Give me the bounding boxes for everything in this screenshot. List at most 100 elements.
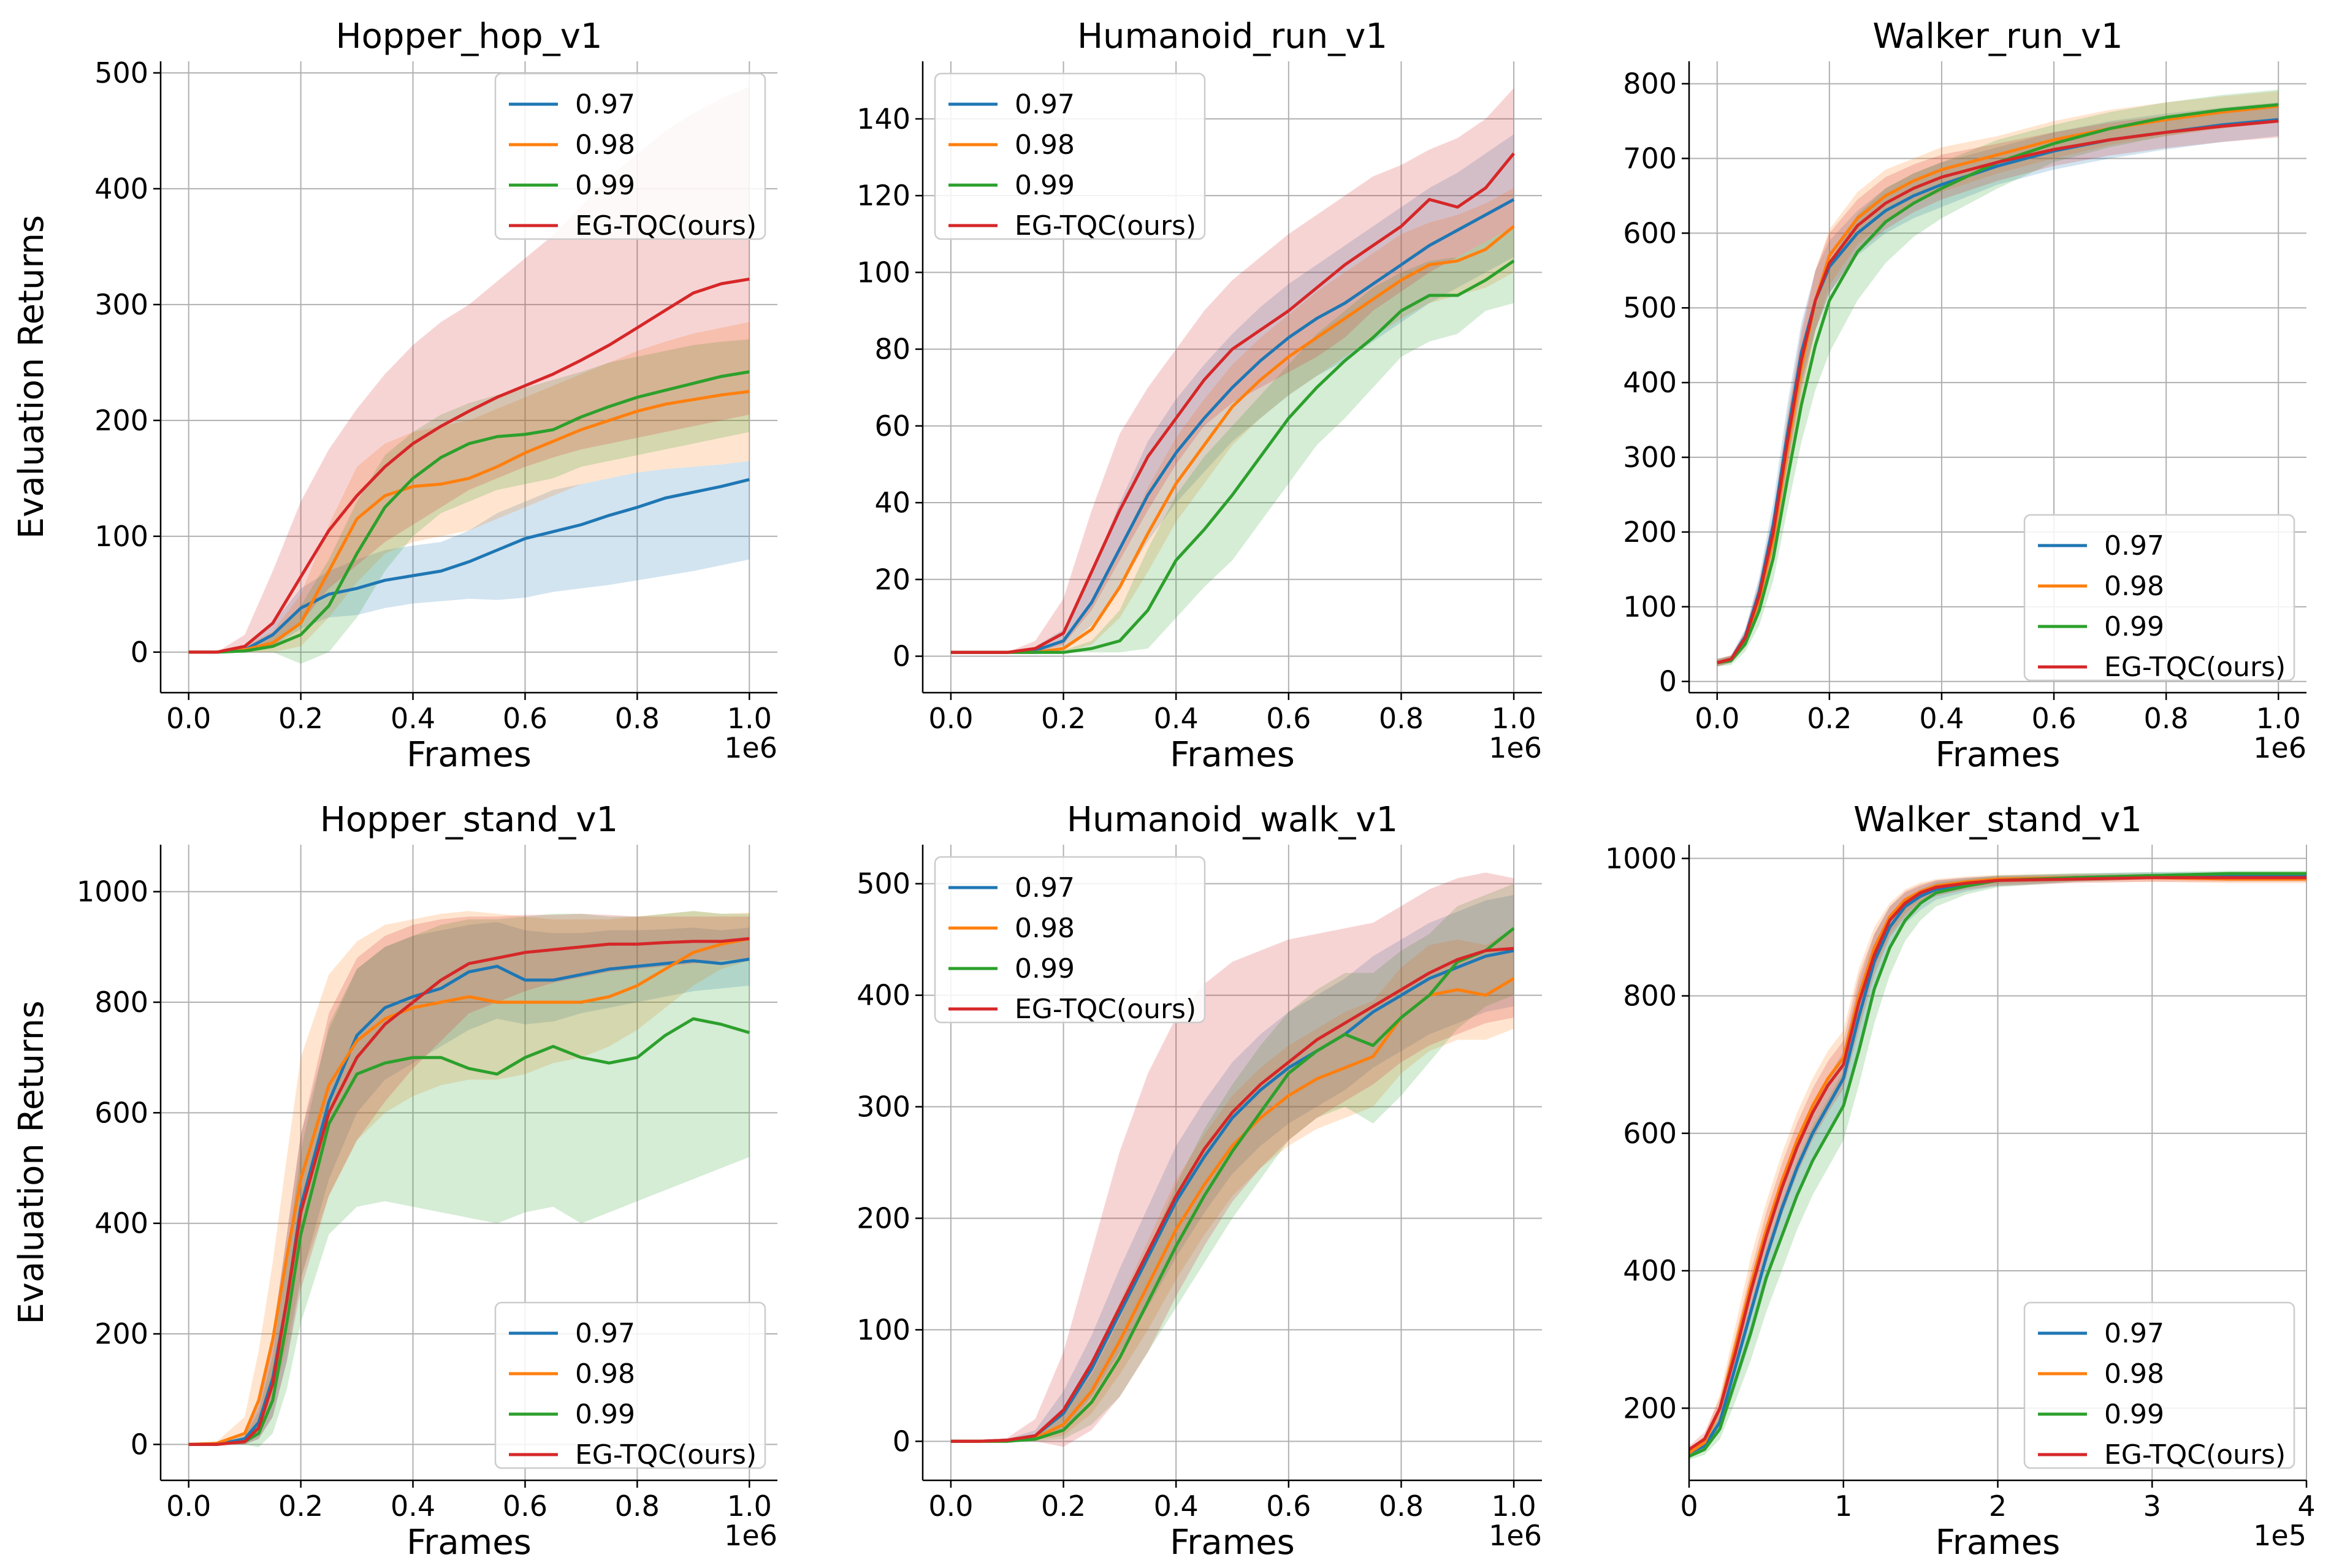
legend-box: [934, 72, 1206, 240]
plot-area: [950, 872, 1515, 1447]
y-tick-label: 60: [874, 409, 910, 443]
chart-title: Walker_stand_v1: [1853, 800, 2142, 840]
legend-label-3: 0.99: [2104, 611, 2164, 642]
legend: 0.97 0.98 0.99 EG-TQC(ours): [494, 72, 766, 242]
legend-label-1: 0.97: [1015, 872, 1075, 904]
x-tick-label: 0.2: [1807, 702, 1852, 735]
legend-label-4: EG-TQC(ours): [1015, 994, 1196, 1025]
legend: 0.97 0.98 0.99 EG-TQC(ours): [934, 856, 1206, 1025]
y-tick-label: 800: [94, 986, 148, 1019]
x-tick-label: 0.4: [391, 702, 435, 735]
series-line-4: [1689, 876, 2306, 1451]
x-tick-label: 0.0: [1695, 702, 1739, 735]
x-tick-label: 0.0: [166, 702, 211, 735]
series-line-3: [188, 1017, 750, 1446]
confidence-band-1: [950, 894, 1514, 1442]
confidence-band-2: [950, 188, 1514, 653]
x-tick-label: 0.6: [503, 1490, 547, 1523]
legend: 0.97 0.98 0.99 EG-TQC(ours): [934, 72, 1206, 242]
chart-title: Walker_run_v1: [1872, 17, 2123, 56]
x-tick-label: 0.4: [1154, 702, 1199, 735]
x-tick-label: 2: [1989, 1490, 2007, 1523]
x-tick-label: 0.0: [928, 702, 973, 735]
x-tick-label: 0.4: [391, 1490, 435, 1523]
x-tick-label: 0.0: [166, 1490, 211, 1523]
x-axis-label: Frames: [406, 1523, 532, 1562]
chart-panel-1: 0.0 0.2 0.4 0.6 0.8 1.0 0 100 200 300 400 500 Hopper…: [12, 17, 777, 775]
x-tick-label: 0.2: [1041, 702, 1086, 735]
y-tick-label: 20: [874, 563, 910, 596]
y-tick-label: 400: [94, 172, 148, 205]
legend-box: [2023, 514, 2295, 682]
plot-area: [950, 88, 1516, 654]
plot-area: [1689, 870, 2306, 1460]
legend-label-1: 0.97: [2104, 1318, 2164, 1349]
legend-label-2: 0.98: [1015, 129, 1075, 161]
x-tick-label: 1.0: [2256, 702, 2301, 735]
legend-label-3: 0.99: [1015, 170, 1075, 201]
legend-label-1: 0.97: [2104, 530, 2164, 561]
y-tick-label: 140: [856, 102, 910, 135]
y-tick-label: 300: [94, 288, 148, 321]
legend: 0.97 0.98 0.99 EG-TQC(ours): [2023, 514, 2295, 683]
plot-area: [1717, 89, 2279, 667]
x-axis-label: Frames: [406, 735, 532, 775]
y-tick-label: 400: [1623, 366, 1677, 399]
x-tick-label: 1: [1834, 1490, 1852, 1523]
x-tick-label: 4: [2297, 1490, 2315, 1523]
legend-label-2: 0.98: [575, 129, 635, 161]
y-tick-label: 200: [1623, 1391, 1677, 1425]
series-line-2: [188, 390, 750, 654]
y-tick-label: 400: [1623, 1254, 1677, 1287]
x-tick-label: 0.6: [1266, 1490, 1311, 1523]
x-axis-label: Frames: [1170, 1523, 1295, 1562]
y-tick-label: 800: [1623, 67, 1677, 101]
x-tick-label: 0.6: [2031, 702, 2076, 735]
legend-label-2: 0.98: [1015, 913, 1075, 944]
legend: 0.97 0.98 0.99 EG-TQC(ours): [494, 1301, 766, 1471]
y-axis-label: Evaluation Returns: [12, 1000, 52, 1324]
y-tick-label: 200: [1623, 516, 1677, 549]
y-tick-label: 100: [856, 1313, 910, 1346]
confidence-band-4: [188, 913, 750, 1445]
x-tick-label: 0.8: [2144, 702, 2189, 735]
y-tick-label: 500: [856, 867, 910, 900]
x-axis-offset-label: 1e6: [1489, 1519, 1542, 1552]
series-line-4: [188, 277, 750, 654]
series-line-1: [950, 198, 1515, 654]
legend-label-4: EG-TQC(ours): [2104, 652, 2286, 683]
chart-panel-6: 0 1 2 3 4 200 400 600 800 1000 Walker_stand_v1 Fram…: [1605, 800, 2316, 1562]
series-line-3: [950, 259, 1515, 654]
y-tick-label: 200: [94, 404, 148, 437]
legend-label-4: EG-TQC(ours): [2104, 1439, 2286, 1471]
legend-label-2: 0.98: [2104, 571, 2164, 602]
chart-panel-5: 0.0 0.2 0.4 0.6 0.8 1.0 0 100 200 300 400 500 Humano…: [856, 800, 1542, 1562]
series-line-1: [188, 478, 750, 654]
chart-title: Hopper_stand_v1: [320, 800, 618, 840]
legend-label-2: 0.98: [2104, 1358, 2164, 1390]
y-tick-label: 0: [1659, 665, 1677, 698]
x-tick-label: 0.8: [1379, 1490, 1424, 1523]
confidence-band-1: [1717, 102, 2279, 667]
x-axis-offset-label: 1e5: [2253, 1519, 2306, 1552]
y-tick-label: 1000: [77, 875, 148, 908]
x-tick-label: 0.4: [1919, 702, 1964, 735]
x-axis-offset-label: 1e6: [724, 731, 777, 764]
y-tick-label: 100: [94, 520, 148, 553]
x-tick-label: 0: [1680, 1490, 1698, 1523]
chart-title: Humanoid_run_v1: [1077, 17, 1387, 56]
x-axis-offset-label: 1e6: [2253, 731, 2306, 764]
confidence-band-2: [188, 911, 750, 1445]
y-tick-label: 200: [856, 1201, 910, 1235]
y-tick-label: 600: [1623, 216, 1677, 249]
legend-label-2: 0.98: [575, 1358, 635, 1390]
chart-panel-2: 0.0 0.2 0.4 0.6 0.8 1.0 0 20 40 60 80 100 120 140 Huma…: [856, 17, 1542, 775]
x-axis-label: Frames: [1936, 735, 2061, 775]
legend: 0.97 0.98 0.99 EG-TQC(ours): [2023, 1301, 2295, 1471]
x-tick-label: 1.0: [727, 1490, 772, 1523]
chart-panel-4: 0.0 0.2 0.4 0.6 0.8 1.0 0 200 400 600 800 1000 Hoppe…: [12, 800, 777, 1562]
y-tick-label: 100: [1623, 590, 1677, 623]
y-tick-label: 0: [131, 1428, 148, 1461]
legend-label-3: 0.99: [1015, 953, 1075, 984]
x-tick-label: 0.6: [1266, 702, 1311, 735]
